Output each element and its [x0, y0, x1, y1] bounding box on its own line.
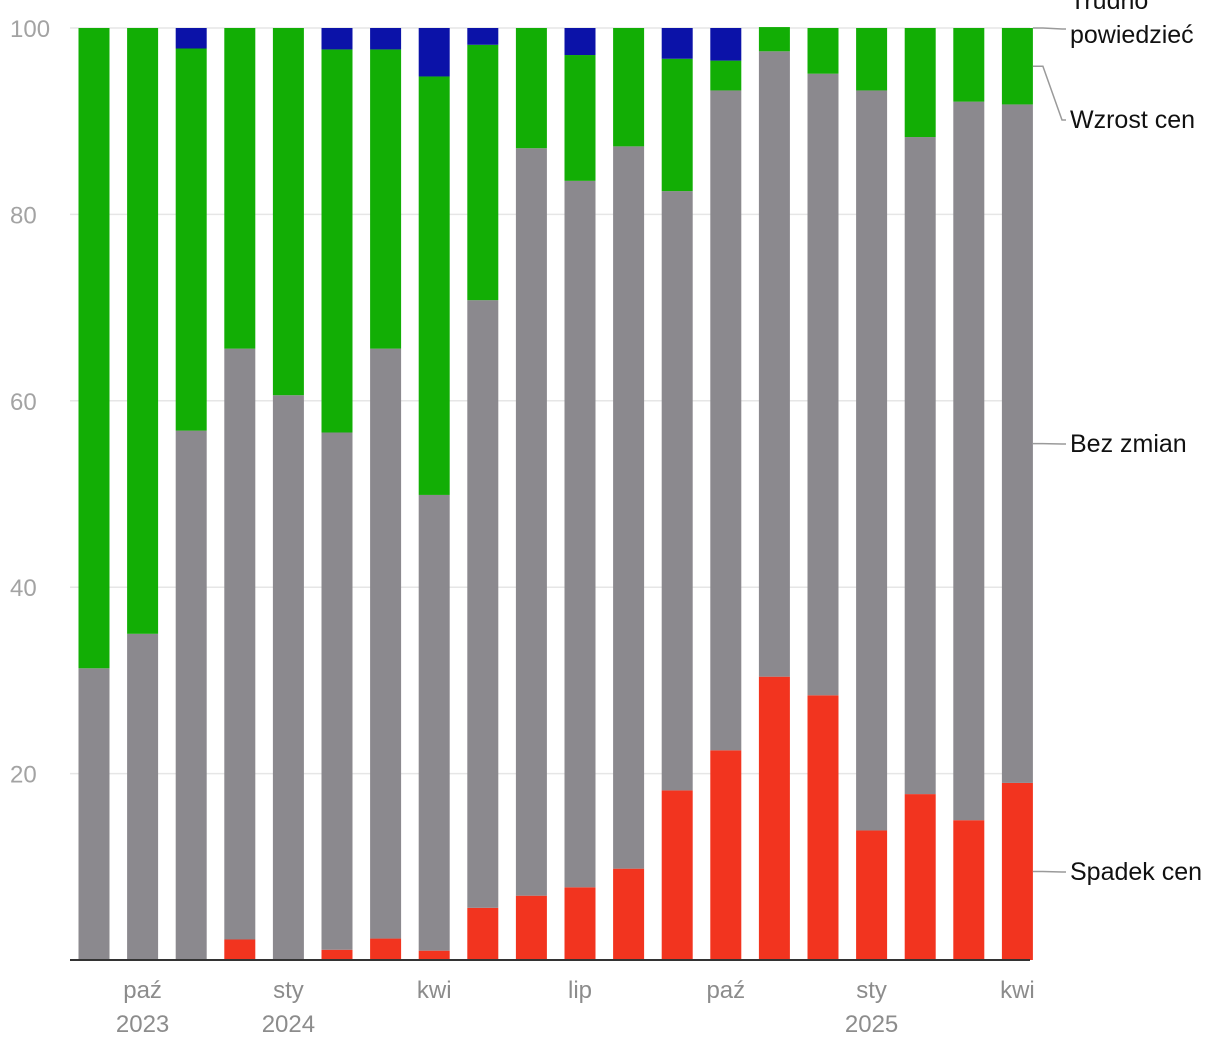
y-tick-label: 80: [10, 202, 37, 229]
bar-trudno-powiedziec-2023-10: [175, 28, 207, 49]
bar-wzrost-cen-2024-02: [370, 49, 402, 349]
bar-bez-zmian-2023-12: [272, 395, 304, 960]
bar-spadek-cen-2024-03: [418, 950, 450, 960]
x-tick-label: sty: [273, 977, 304, 1004]
bar-trudno-powiedziec-2024-03: [418, 28, 450, 77]
bar-wzrost-cen-2024-07: [613, 28, 645, 147]
bar-trudno-powiedziec-2024-04: [467, 28, 499, 45]
bar-bez-zmian-2024-02: [370, 348, 402, 939]
legend-label-bez-zmian: Bez zmian: [1070, 430, 1187, 458]
bar-spadek-cen-2024-05: [515, 895, 547, 960]
bar-spadek-cen-2024-01: [321, 949, 353, 960]
bar-bez-zmian-2024-04: [467, 300, 499, 908]
bar-wzrost-cen-2024-04: [467, 44, 499, 301]
bar-trudno-powiedziec-2024-01: [321, 28, 353, 50]
axes: 20 40 60 80 100 paź 2023 sty 2024 kwi lip paź sty 202…: [10, 16, 1035, 1038]
bar-wzrost-cen-2025-01: [904, 28, 936, 138]
bar-wzrost-cen-2023-10: [175, 48, 207, 431]
bar-spadek-cen-2024-08: [661, 790, 693, 960]
legend: Trudno powiedzieć Wzrost cen Bez zmian Spade…: [1032, 0, 1202, 886]
bar-wzrost-cen-2025-02: [953, 28, 985, 102]
y-tick-label: 60: [10, 389, 37, 416]
bar-bez-zmian-2023-08: [78, 668, 110, 960]
bar-spadek-cen-2024-06: [564, 887, 596, 960]
x-tick-label: kwi: [1000, 977, 1035, 1004]
x-tick-label: sty: [856, 977, 887, 1004]
legend-label-trudno-powiedziec: Trudno: [1070, 0, 1148, 15]
bars: [78, 27, 1033, 960]
bar-bez-zmian-2024-05: [515, 148, 547, 896]
x-tick-label: 2025: [845, 1011, 898, 1038]
bar-trudno-powiedziec-2024-08: [661, 28, 693, 59]
legend-label-trudno-powiedziec: powiedzieć: [1070, 21, 1194, 49]
bar-wzrost-cen-2023-11: [224, 28, 256, 349]
legend-leader-trudno-powiedziec: [1032, 27, 1066, 30]
bar-wzrost-cen-2023-09: [127, 28, 159, 634]
bar-bez-zmian-2024-01: [321, 432, 353, 950]
bar-trudno-powiedziec-2024-09: [710, 28, 742, 61]
bar-spadek-cen-2024-09: [710, 750, 742, 960]
bar-wzrost-cen-2023-12: [272, 28, 304, 396]
legend-leader-spadek-cen: [1032, 870, 1066, 873]
legend-label-spadek-cen: Spadek cen: [1070, 858, 1202, 886]
bar-bez-zmian-2024-11: [807, 73, 839, 696]
bar-spadek-cen-2024-07: [613, 868, 645, 960]
bar-wzrost-cen-2024-10: [758, 27, 790, 52]
bar-spadek-cen-2023-11: [224, 939, 256, 960]
bar-bez-zmian-2023-11: [224, 348, 256, 940]
bar-bez-zmian-2025-02: [953, 101, 985, 821]
bar-spadek-cen-2025-03: [1001, 782, 1033, 960]
bar-wzrost-cen-2024-03: [418, 76, 450, 495]
bar-bez-zmian-2023-10: [175, 430, 207, 960]
bar-bez-zmian-2024-08: [661, 191, 693, 791]
y-tick-label: 100: [10, 16, 50, 43]
y-tick-label: 20: [10, 762, 37, 789]
bar-bez-zmian-2025-03: [1001, 104, 1033, 783]
bar-wzrost-cen-2024-08: [661, 58, 693, 192]
bar-bez-zmian-2025-01: [904, 137, 936, 795]
bar-bez-zmian-2024-07: [613, 146, 645, 869]
bar-bez-zmian-2024-09: [710, 90, 742, 751]
legend-label-wzrost-cen: Wzrost cen: [1070, 106, 1195, 134]
bar-bez-zmian-2024-03: [418, 494, 450, 951]
x-tick-label: 2024: [262, 1011, 315, 1038]
x-tick-label: kwi: [417, 977, 452, 1004]
bar-bez-zmian-2023-09: [127, 633, 159, 960]
bar-spadek-cen-2024-12: [856, 830, 888, 960]
bar-wzrost-cen-2024-05: [515, 28, 547, 149]
bar-bez-zmian-2024-10: [758, 51, 790, 677]
x-tick-label: lip: [568, 977, 592, 1004]
bar-spadek-cen-2025-02: [953, 820, 985, 960]
bar-bez-zmian-2024-12: [856, 90, 888, 831]
x-tick-label: paź: [123, 977, 162, 1004]
bar-spadek-cen-2024-10: [758, 676, 790, 960]
bar-wzrost-cen-2024-01: [321, 49, 353, 433]
bar-bez-zmian-2024-06: [564, 180, 596, 888]
legend-leader-wzrost-cen: [1032, 65, 1066, 121]
bar-spadek-cen-2024-11: [807, 695, 839, 960]
bar-trudno-powiedziec-2024-06: [564, 28, 596, 56]
bar-wzrost-cen-2024-11: [807, 28, 839, 74]
bar-wzrost-cen-2024-06: [564, 55, 596, 181]
bar-wzrost-cen-2024-09: [710, 60, 742, 91]
bar-spadek-cen-2024-04: [467, 907, 499, 960]
bar-spadek-cen-2025-01: [904, 794, 936, 960]
x-tick-label: 2023: [116, 1011, 169, 1038]
y-tick-label: 40: [10, 575, 37, 602]
bar-trudno-powiedziec-2024-02: [370, 28, 402, 50]
bar-wzrost-cen-2024-12: [856, 28, 888, 91]
x-tick-label: paź: [706, 977, 745, 1004]
bar-spadek-cen-2024-02: [370, 938, 402, 960]
bar-wzrost-cen-2023-08: [78, 28, 110, 669]
bar-wzrost-cen-2025-03: [1001, 28, 1033, 105]
